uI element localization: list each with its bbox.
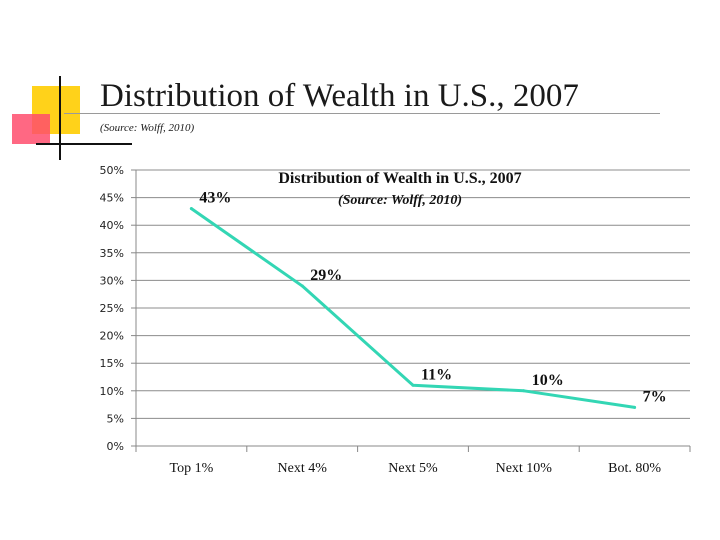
y-tick-label: 50% (100, 164, 124, 177)
y-tick-label: 30% (100, 274, 124, 287)
y-tick-label: 15% (100, 357, 124, 370)
gridlines (136, 169, 690, 419)
y-tick-label: 20% (100, 330, 124, 343)
chart-subtitle: (Source: Wolff, 2010) (338, 193, 462, 208)
data-label: 43% (199, 190, 231, 207)
y-tick-label: 35% (100, 247, 124, 260)
data-point (522, 389, 526, 393)
data-label: 7% (643, 388, 667, 405)
data-label: 11% (421, 366, 452, 383)
y-tick-label: 5% (107, 412, 124, 425)
page-title: Distribution of Wealth in U.S., 2007 (100, 78, 579, 114)
data-point (411, 383, 415, 387)
y-tick-label: 25% (100, 302, 124, 315)
page-subtitle: (Source: Wolff, 2010) (100, 122, 195, 134)
y-tick-label: 45% (100, 192, 124, 205)
x-tick-label: Next 10% (496, 461, 553, 476)
axes (131, 169, 691, 452)
x-tick-label: Bot. 80% (608, 461, 661, 476)
data-label: 10% (532, 372, 564, 389)
data-point (189, 207, 193, 211)
x-tick-label: Top 1% (170, 461, 214, 476)
x-tick-labels: Top 1% Next 4% Next 5% Next 10% Bot. 80% (170, 461, 662, 476)
decorative-pink-square (12, 114, 50, 144)
title-underline (64, 113, 660, 114)
decorative-vertical-line (59, 76, 61, 160)
y-tick-label: 10% (100, 385, 124, 398)
y-tick-label: 40% (100, 219, 124, 232)
series (189, 207, 637, 409)
decorative-horizontal-line (36, 143, 132, 145)
x-tick-label: Next 4% (278, 461, 328, 476)
chart-title: Distribution of Wealth in U.S., 2007 (278, 170, 521, 187)
x-tick-label: Next 5% (388, 461, 438, 476)
y-tick-label: 0% (107, 440, 124, 453)
data-point (300, 284, 304, 288)
data-labels: 43% 29% 11% 10% 7% (199, 190, 666, 406)
data-label: 29% (310, 267, 342, 284)
y-tick-labels: 0% 5% 10% 15% 20% 25% 30% 35% 40% 45% 50% (100, 164, 124, 453)
data-point (633, 405, 637, 409)
